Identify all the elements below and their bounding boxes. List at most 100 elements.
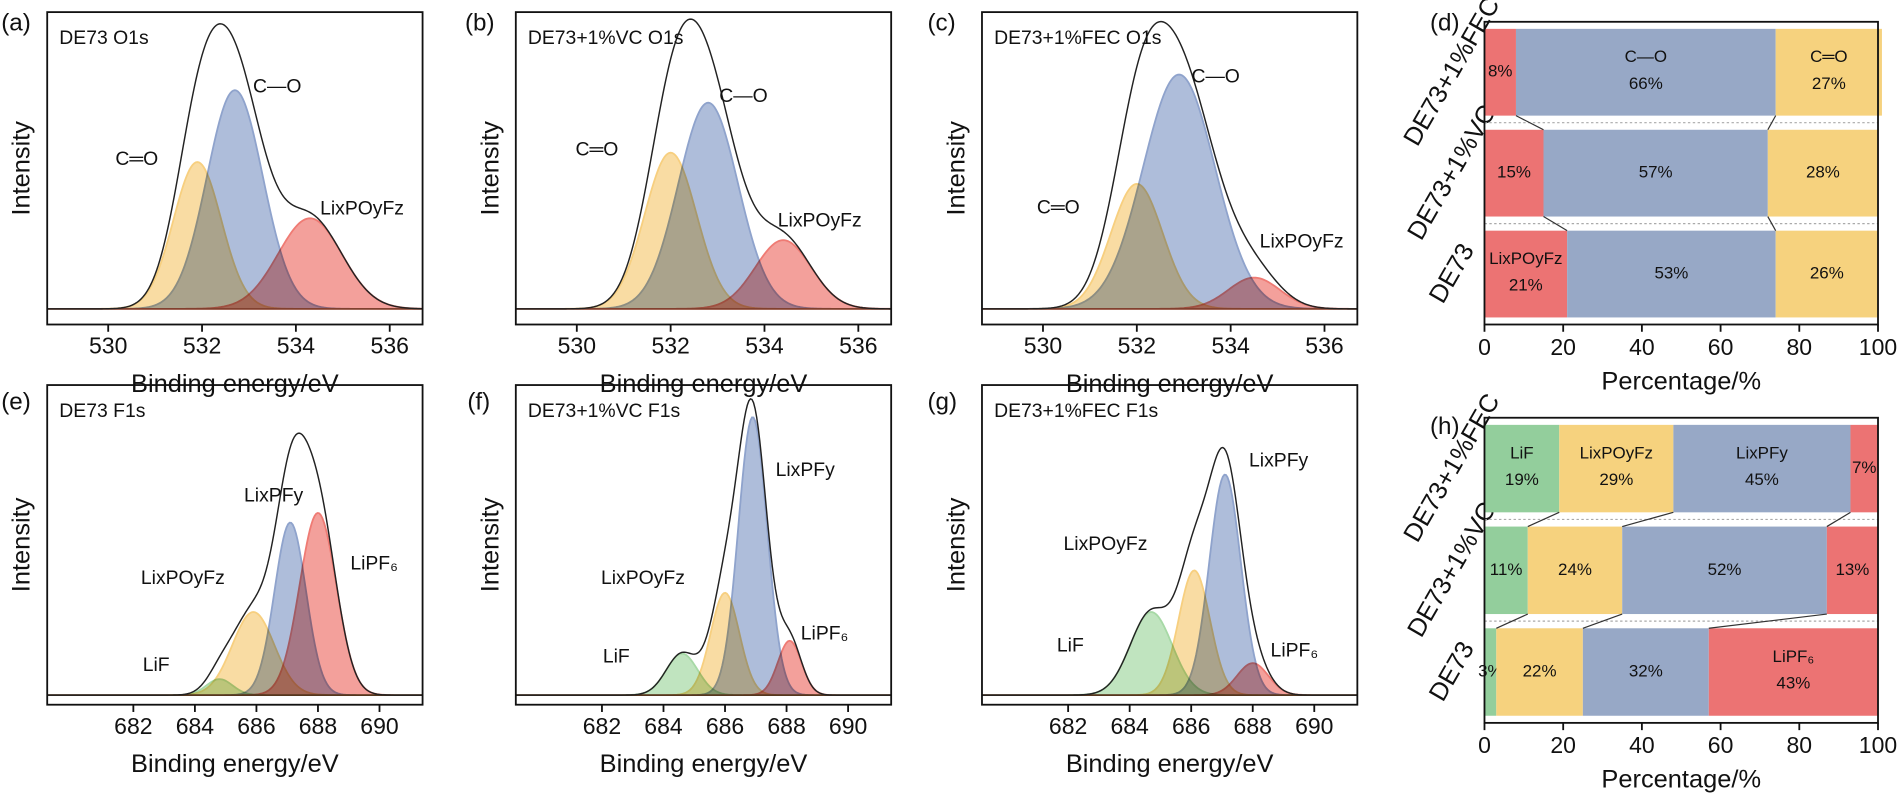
value-label: 29% xyxy=(1599,470,1633,489)
x-tick-label: 100 xyxy=(1859,334,1897,360)
fit-envelope xyxy=(981,446,1358,696)
peak-label: LiF xyxy=(603,646,630,668)
x-tick-label: 60 xyxy=(1708,334,1734,360)
panel-title: DE73+1%FEC F1s xyxy=(994,400,1158,422)
peak-label: C═O xyxy=(115,148,158,170)
x-tick-label: 536 xyxy=(371,333,409,359)
x-axis-label: Binding energy/eV xyxy=(600,370,808,398)
x-tick-label: 20 xyxy=(1550,732,1576,758)
bar-segment xyxy=(1708,628,1879,716)
bar-segment xyxy=(1767,129,1879,217)
panel-label: (h) xyxy=(1430,413,1460,440)
connector xyxy=(1515,115,1544,131)
x-tick-label: 690 xyxy=(360,713,398,739)
peak-label: LiPF₆ xyxy=(801,623,849,645)
value-label: 43% xyxy=(1776,674,1810,693)
frame xyxy=(514,11,893,326)
y-axis-label: Intensity xyxy=(8,121,36,216)
x-tick-label: 534 xyxy=(745,333,784,359)
peak-label: C═O xyxy=(576,138,619,160)
connector xyxy=(1767,216,1777,231)
value-label: 15% xyxy=(1497,163,1531,182)
y-axis-label: Intensity xyxy=(8,497,36,592)
panel-label: (e) xyxy=(1,389,31,416)
value-label: 32% xyxy=(1629,662,1663,681)
panel-label: (c) xyxy=(927,10,955,37)
bar-segment xyxy=(1582,628,1709,716)
x-axis-label: Binding energy/eV xyxy=(1066,370,1274,398)
fit-envelope xyxy=(981,20,1358,310)
segment-name: C—O xyxy=(1625,47,1667,66)
frame xyxy=(1483,20,1879,326)
peak-label: LiPF₆ xyxy=(1271,640,1319,662)
x-tick-label: 688 xyxy=(299,713,337,739)
x-tick-label: 0 xyxy=(1478,334,1491,360)
peak-label: LiF xyxy=(1057,635,1084,657)
segment-name: LixPOyFz xyxy=(1489,249,1562,268)
x-tick-label: 684 xyxy=(176,713,215,739)
value-label: 24% xyxy=(1558,560,1592,579)
x-tick-label: 532 xyxy=(1118,333,1156,359)
segment-name: C═O xyxy=(1810,47,1847,66)
peak-label: LixPOyFz xyxy=(1260,230,1344,252)
bar-segment xyxy=(1559,424,1674,513)
bar-segment xyxy=(1484,628,1497,716)
connector xyxy=(1767,115,1777,131)
connector xyxy=(1543,216,1568,232)
peak-label: LixPOyFz xyxy=(778,210,862,232)
x-axis-label: Binding energy/eV xyxy=(131,370,339,398)
x-tick-label: 534 xyxy=(277,333,316,359)
y-axis-label: Intensity xyxy=(942,497,970,592)
x-tick-label: 682 xyxy=(114,713,152,739)
peak-label: C—O xyxy=(253,75,301,97)
value-label: 53% xyxy=(1654,264,1688,283)
x-tick-label: 536 xyxy=(839,333,877,359)
x-tick-label: 684 xyxy=(1110,713,1149,739)
bar-segment xyxy=(1775,230,1879,318)
panel-title: DE73 F1s xyxy=(59,400,145,422)
x-tick-label: 690 xyxy=(1295,713,1333,739)
value-label: 57% xyxy=(1639,163,1673,182)
bar-segment xyxy=(1567,230,1776,318)
x-tick-label: 80 xyxy=(1787,334,1813,360)
x-tick-label: 682 xyxy=(583,713,621,739)
x-tick-label: 40 xyxy=(1629,334,1655,360)
panel-label: (d) xyxy=(1430,10,1460,37)
plot-area xyxy=(515,398,892,697)
bar-segment xyxy=(1496,628,1583,716)
peak-label: LixPOyFz xyxy=(320,198,404,220)
bar-segment xyxy=(1484,526,1528,615)
x-axis-label: Percentage/% xyxy=(1601,766,1761,794)
bar-segment xyxy=(1775,28,1882,116)
value-label: 8% xyxy=(1488,62,1512,81)
y-axis-label: Intensity xyxy=(476,121,504,216)
panel-title: DE73 O1s xyxy=(59,27,148,49)
bar-segment xyxy=(1543,129,1768,217)
panel-title: DE73+1%FEC O1s xyxy=(994,27,1161,49)
fit-envelope xyxy=(515,398,892,696)
value-label: 21% xyxy=(1509,276,1543,295)
value-label: 7% xyxy=(1852,458,1876,477)
x-tick-label: 532 xyxy=(651,333,689,359)
x-tick-label: 0 xyxy=(1478,732,1491,758)
peak-label: LixPOyFz xyxy=(601,567,685,589)
fit-envelope xyxy=(47,432,423,696)
x-tick-label: 530 xyxy=(89,333,127,359)
fit-envelope xyxy=(515,18,892,310)
bar-segment xyxy=(1527,526,1623,615)
peak-label: LixPFy xyxy=(776,459,835,481)
segment-name: LixPFy xyxy=(1736,444,1788,463)
plot-area xyxy=(47,432,423,697)
peak-label: LixPOyFz xyxy=(1064,533,1148,555)
frame xyxy=(46,11,424,326)
x-tick-label: 60 xyxy=(1708,732,1734,758)
x-axis-label: Percentage/% xyxy=(1601,367,1761,395)
connector xyxy=(1582,613,1623,629)
peak-label: LiF xyxy=(143,654,170,676)
bar-segment xyxy=(1850,424,1879,513)
connector xyxy=(1622,511,1674,528)
value-label: 66% xyxy=(1629,74,1663,93)
peak-label: C═O xyxy=(1037,196,1080,218)
x-tick-label: 534 xyxy=(1211,333,1250,359)
